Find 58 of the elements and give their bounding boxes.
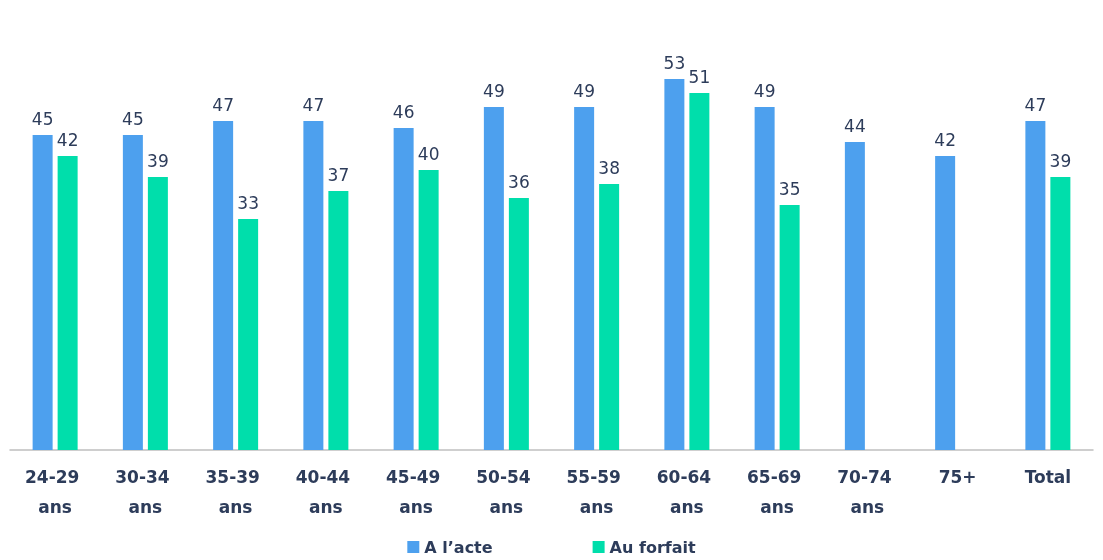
- bar: [754, 107, 775, 450]
- bar: [483, 107, 504, 450]
- x-tick-label: 45-49 ans: [385, 467, 447, 517]
- data-label: 47: [1024, 94, 1047, 115]
- legend-label: A l’acte: [424, 537, 493, 557]
- data-label: 36: [508, 171, 530, 192]
- data-label: 45: [122, 108, 144, 129]
- bar: [328, 191, 349, 450]
- data-label: 49: [573, 80, 595, 101]
- data-label: 39: [147, 150, 169, 171]
- bar: [599, 184, 620, 450]
- x-tick-label: 55-59 ans: [566, 467, 627, 517]
- bar: [213, 121, 234, 450]
- bar: [1025, 121, 1046, 450]
- data-label: 42: [56, 129, 79, 150]
- bar: [122, 135, 143, 450]
- legend-label: Au forfait: [609, 537, 697, 557]
- bar: [935, 156, 956, 450]
- x-tick-label: Total: [1024, 467, 1072, 487]
- data-label: 49: [753, 80, 776, 101]
- bar: [664, 79, 685, 450]
- data-label: 45: [31, 108, 54, 129]
- x-tick-label: 30-34 ans: [115, 467, 176, 517]
- bar: [147, 177, 168, 450]
- bar: [1050, 177, 1071, 450]
- data-label: 40: [417, 143, 440, 164]
- data-label: 42: [934, 129, 956, 150]
- x-tick-label: 35-39 ans: [205, 467, 266, 517]
- bar: [508, 198, 529, 450]
- bar: [689, 93, 710, 450]
- data-label: 49: [483, 80, 505, 101]
- x-tick-label: 40-44 ans: [295, 467, 357, 517]
- data-label: 35: [778, 178, 801, 199]
- data-label: 33: [237, 192, 259, 213]
- bar: [418, 170, 439, 450]
- data-label: 53: [663, 52, 686, 73]
- x-tick-label: 24-29 ans: [24, 467, 86, 517]
- data-label: 51: [688, 66, 711, 87]
- x-tick-label: 65-69 ans: [746, 467, 808, 517]
- bar: [844, 142, 865, 450]
- data-label: 38: [598, 157, 620, 178]
- x-tick-label: 60-64 ans: [656, 467, 718, 517]
- bar: [238, 219, 259, 450]
- x-tick-label: 70-74 ans: [837, 467, 898, 517]
- bar: [574, 107, 595, 450]
- data-label: 47: [212, 94, 234, 115]
- data-label: 44: [844, 115, 866, 136]
- data-label: 39: [1049, 150, 1072, 171]
- bar: [57, 156, 78, 450]
- data-label: 46: [392, 101, 415, 122]
- bar: [779, 205, 800, 450]
- data-label: 47: [302, 94, 325, 115]
- data-label: 37: [327, 164, 350, 185]
- x-tick-label: 75+: [938, 467, 977, 487]
- bar: [393, 128, 414, 450]
- bar: [303, 121, 324, 450]
- x-tick-label: 50-54 ans: [476, 467, 537, 517]
- bar: [32, 135, 53, 450]
